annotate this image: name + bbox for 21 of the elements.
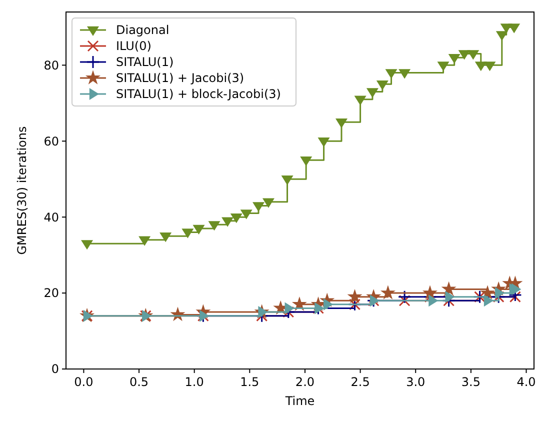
y-tick-label: 60 (44, 134, 59, 148)
x-tick-label: 3.0 (406, 375, 426, 389)
x-tick-label: 0.5 (129, 375, 149, 389)
legend-label: Diagonal (116, 23, 170, 38)
y-axis-title: GMRES(30) iterations (15, 126, 29, 255)
y-tick-label: 0 (51, 362, 59, 376)
x-tick-label: 1.5 (240, 375, 260, 389)
legend-label: SITALU(1) + block-Jacobi(3) (116, 87, 281, 102)
x-tick-label: 2.5 (350, 375, 370, 389)
x-tick-label: 1.0 (184, 375, 204, 389)
y-tick-label: 20 (44, 286, 59, 300)
y-tick-label: 40 (44, 210, 59, 224)
legend-label: SITALU(1) (116, 55, 174, 70)
x-tick-label: 4.0 (516, 375, 536, 389)
x-axis-title: Time (284, 394, 315, 408)
legend-label: ILU(0) (116, 39, 152, 54)
x-tick-label: 2.0 (295, 375, 315, 389)
legend-label: SITALU(1) + Jacobi(3) (116, 71, 244, 86)
y-tick-label: 80 (44, 58, 59, 72)
x-tick-label: 3.5 (461, 375, 480, 389)
x-tick-label: 0.0 (74, 375, 94, 389)
